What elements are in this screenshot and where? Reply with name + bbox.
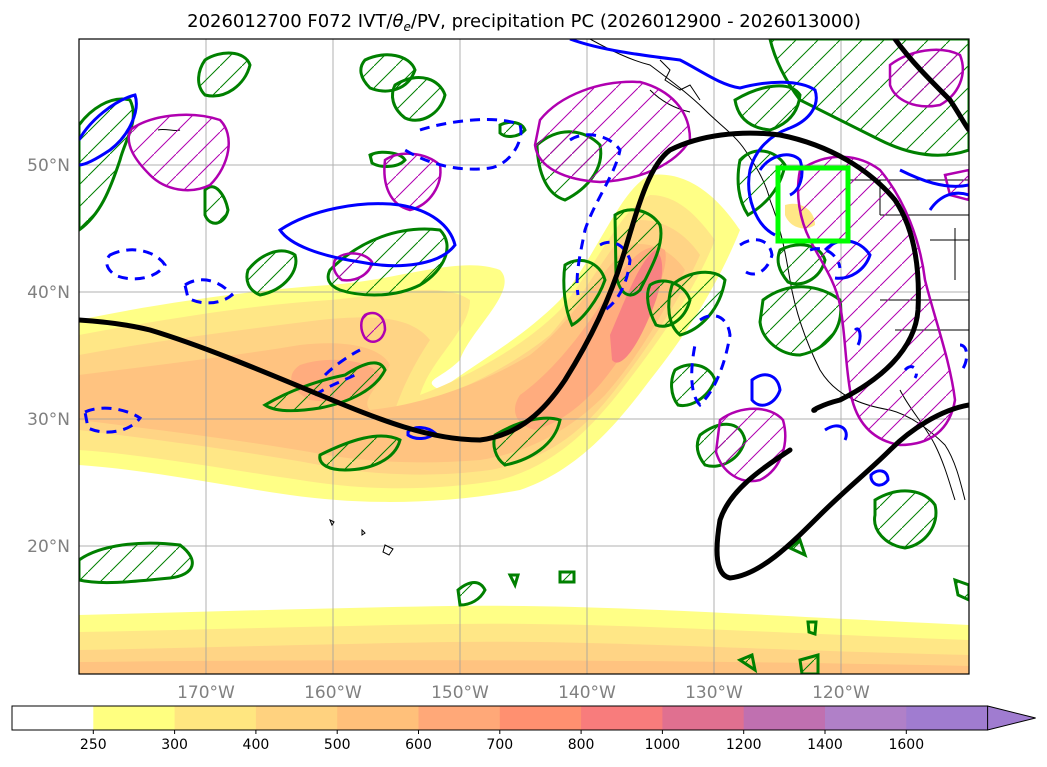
colorbar-segment xyxy=(255,706,338,730)
lon-label-140w: 140°W xyxy=(558,683,616,703)
lon-label-170w: 170°W xyxy=(177,683,235,703)
colorbar-segment xyxy=(743,706,826,730)
colorbar-tick-label: 250 xyxy=(80,737,107,753)
colorbar-tick-label: 300 xyxy=(161,737,188,753)
colorbar-segment xyxy=(662,706,745,730)
colorbar-segment xyxy=(418,706,501,730)
colorbar-tick-label: 1400 xyxy=(807,737,843,753)
colorbar-segment xyxy=(906,706,988,730)
colorbar-tick-label: 600 xyxy=(405,737,432,753)
lon-label-160w: 160°W xyxy=(304,683,362,703)
colorbar-tick-label: 800 xyxy=(568,737,595,753)
pv-dashed-contours xyxy=(83,118,969,434)
latitude-labels: 50°N 40°N 30°N 20°N xyxy=(27,156,70,557)
lat-label-20: 20°N xyxy=(27,537,70,557)
colorbar-segment xyxy=(581,706,663,730)
lat-label-40: 40°N xyxy=(27,283,70,303)
colorbar-tick-label: 1000 xyxy=(645,737,681,753)
colorbar-tick-label: 500 xyxy=(324,737,351,753)
lat-label-50: 50°N xyxy=(27,156,70,176)
lon-label-120w: 120°W xyxy=(812,683,870,703)
colorbar-extend-arrow xyxy=(987,705,1036,731)
longitude-labels: 170°W 160°W 150°W 140°W 130°W 120°W xyxy=(177,683,870,703)
colorbar-segment xyxy=(499,706,582,730)
colorbar-segment xyxy=(337,706,419,730)
colorbar-tick-label: 1600 xyxy=(888,737,924,753)
ivt-colorbar: 250 300 400 500 600 700 800 1000 1200 1400 1600 xyxy=(11,705,1036,753)
lon-label-150w: 150°W xyxy=(431,683,489,703)
colorbar-tick-label: 1200 xyxy=(726,737,762,753)
colorbar-segment xyxy=(174,706,257,730)
lon-label-130w: 130°W xyxy=(685,683,743,703)
colorbar-segment xyxy=(825,706,907,730)
map-area xyxy=(79,39,969,674)
jet-contour xyxy=(79,39,969,581)
colorbar-tick-label: 700 xyxy=(486,737,513,753)
lat-label-30: 30°N xyxy=(27,410,70,430)
map-frame xyxy=(78,38,970,675)
colorbar-segment xyxy=(93,706,176,730)
pv-solid-contours xyxy=(79,39,969,487)
map-title: 2026012700 F072 IVT/θe/PV, precipitation… xyxy=(187,11,861,34)
colorbar-tick-label: 400 xyxy=(243,737,270,753)
colorbar-segment xyxy=(12,706,94,730)
region-box xyxy=(775,165,851,244)
